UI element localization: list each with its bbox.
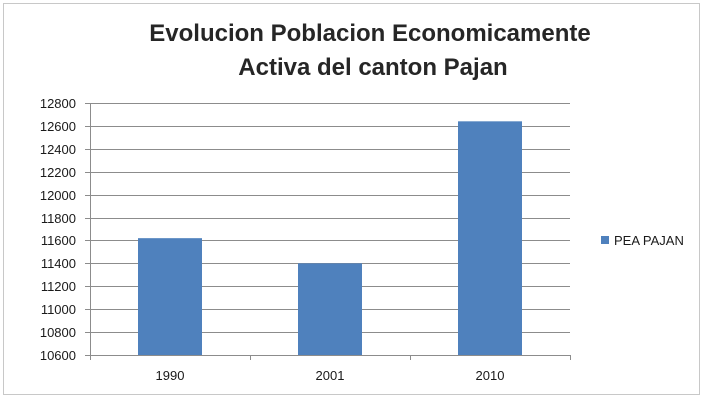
bars [138,121,522,355]
y-tick-label: 11200 [41,279,76,294]
chart-title-line-2: Activa del canton Pajan [238,54,507,81]
legend-label: PEA PAJAN [614,233,684,248]
legend: PEA PAJAN [601,233,684,248]
y-tick-label: 12600 [40,119,76,134]
y-tick-label: 12200 [40,165,76,180]
bar-1990 [138,238,202,355]
y-tick-label: 12000 [40,188,76,203]
y-axis: 10600 10800 11000 11200 11400 11600 11800 12000… [40,96,91,363]
y-tick-label: 11600 [41,233,76,248]
y-tick-label: 10800 [40,325,76,340]
x-tick-label: 1990 [156,368,185,383]
x-tick-label: 2010 [476,368,505,383]
y-tick-label: 12400 [40,142,76,157]
y-tick-label: 11000 [41,302,76,317]
y-tick-label: 10600 [40,348,76,363]
x-axis: 1990 2001 2010 [90,355,571,383]
legend-swatch [601,236,609,244]
y-tick-label: 12800 [40,96,76,111]
bar-2010 [458,121,522,355]
chart-title-line-1: Evolucion Poblacion Economicamente [149,20,590,47]
y-tick-label: 11400 [41,256,76,271]
y-tick-label: 11800 [41,211,76,226]
bar-2001 [298,263,362,355]
x-tick-label: 2001 [316,368,345,383]
